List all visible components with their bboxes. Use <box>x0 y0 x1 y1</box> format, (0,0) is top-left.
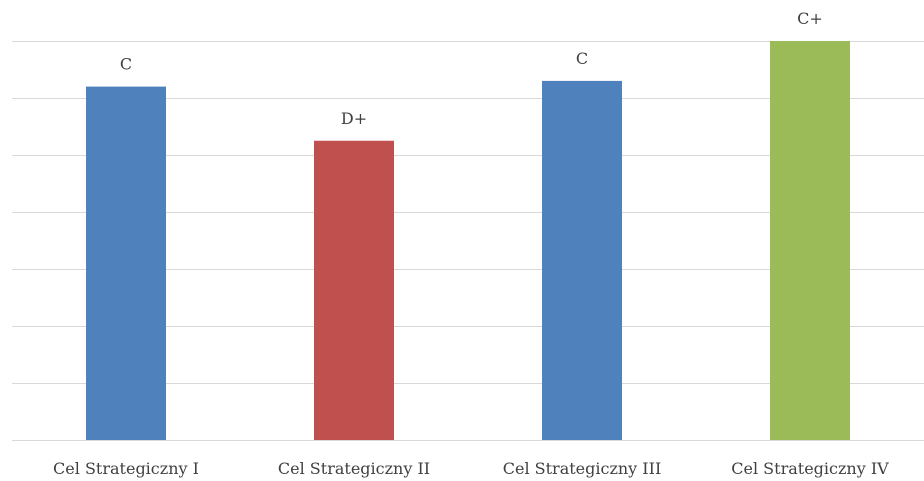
data-label: D+ <box>341 109 367 128</box>
category-labels: Cel Strategiczny I Cel Strategiczny II Cel… <box>53 459 889 478</box>
category-label: Cel Strategiczny I <box>53 459 199 478</box>
category-label: Cel Strategiczny II <box>278 459 430 478</box>
data-label: C <box>120 55 132 74</box>
bars <box>86 41 850 441</box>
data-label: C <box>576 49 588 68</box>
category-label: Cel Strategiczny III <box>503 459 662 478</box>
data-labels: C D+ C C+ <box>120 9 823 128</box>
data-label: C+ <box>797 9 823 28</box>
bar <box>86 86 166 440</box>
bar <box>770 41 850 440</box>
category-label: Cel Strategiczny IV <box>731 459 889 478</box>
bar <box>314 140 394 440</box>
bar <box>542 80 622 441</box>
